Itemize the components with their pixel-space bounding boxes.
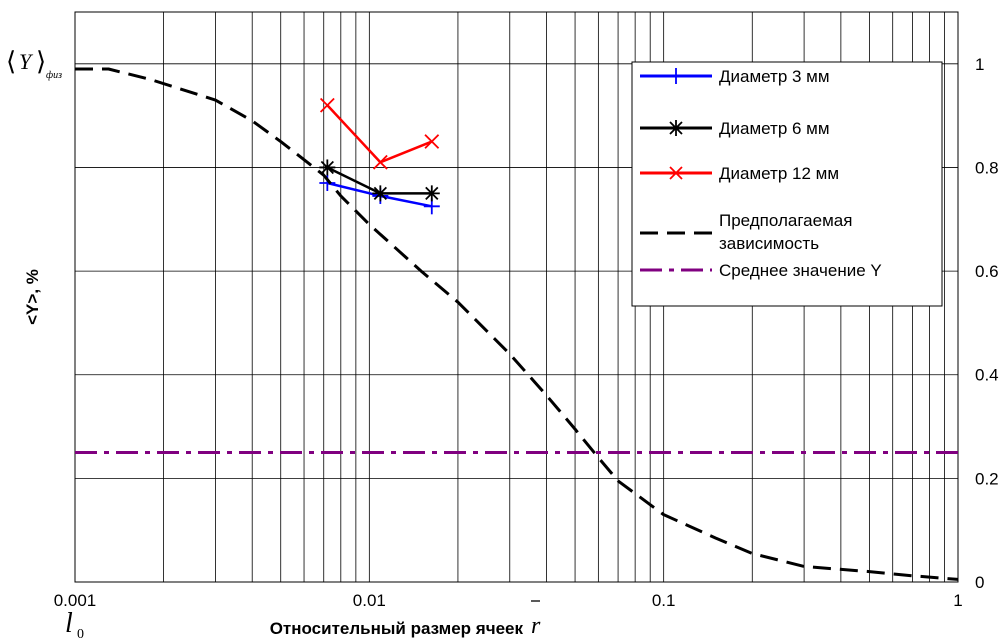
data-point bbox=[423, 185, 440, 202]
y-axis-title: <Y>, % bbox=[23, 269, 42, 325]
y-tick-label: 1 bbox=[975, 55, 984, 74]
x-tick-label: 0.01 bbox=[353, 591, 386, 610]
x-annotation: l 0 bbox=[65, 608, 84, 641]
legend-item: Диаметр 6 мм bbox=[640, 119, 830, 138]
series-line bbox=[75, 67, 959, 581]
series-4 bbox=[75, 67, 959, 581]
y-annotation: ⟨ Y ⟩ физ bbox=[6, 47, 62, 81]
data-point bbox=[319, 97, 335, 113]
svg-text:⟩: ⟩ bbox=[36, 47, 46, 76]
series-layer bbox=[75, 67, 959, 581]
legend-label-line2: зависимость bbox=[719, 234, 819, 253]
y-tick-label: 0.6 bbox=[975, 262, 999, 281]
legend-item: Предполагаемая зависимость bbox=[640, 211, 852, 253]
x-tick-label: 1 bbox=[953, 591, 962, 610]
x-tick-label: 0.001 bbox=[54, 591, 97, 610]
y-tick-label: 0.8 bbox=[975, 158, 999, 177]
x-annotation-symbol: l bbox=[65, 608, 73, 639]
legend-label: Диаметр 3 мм bbox=[719, 67, 830, 86]
legend-label: Предполагаемая bbox=[719, 211, 852, 230]
series-2 bbox=[319, 159, 440, 202]
legend-marker bbox=[668, 120, 684, 136]
series-3 bbox=[319, 97, 440, 170]
x-axis-symbol: r bbox=[531, 600, 541, 639]
data-point bbox=[424, 134, 440, 149]
y-tick-label: 0.4 bbox=[975, 366, 999, 385]
y-tick-label: 0.2 bbox=[975, 469, 999, 488]
x-annotation-subscript: 0 bbox=[77, 627, 84, 641]
legend-item: Диаметр 3 мм bbox=[640, 67, 830, 86]
legend-item: Среднее значение Y bbox=[640, 261, 882, 280]
legend-label: Диаметр 6 мм bbox=[719, 119, 830, 138]
plot-area bbox=[74, 11, 959, 583]
y-annotation-symbol: Y bbox=[19, 49, 34, 74]
legend-label: Среднее значение Y bbox=[719, 261, 882, 280]
y-tick-label: 0 bbox=[975, 573, 984, 592]
legend-marker bbox=[668, 68, 684, 84]
legend-box bbox=[631, 61, 943, 307]
y-tick-labels-right: 0 0.2 0.4 0.6 0.8 1 bbox=[975, 55, 999, 592]
data-point bbox=[372, 154, 388, 170]
legend-label: Диаметр 12 мм bbox=[719, 164, 839, 183]
x-tick-labels: 0.001 0.01 0.1 1 bbox=[54, 591, 963, 610]
svg-text:r: r bbox=[531, 613, 541, 639]
legend-marker bbox=[669, 166, 683, 180]
data-point bbox=[372, 185, 389, 202]
y-annotation-subscript: физ bbox=[46, 70, 62, 81]
svg-text:⟨: ⟨ bbox=[6, 47, 16, 76]
legend: Диаметр 3 мм Диаметр 6 мм Диаметр 12 мм Пре… bbox=[631, 61, 943, 307]
data-point bbox=[319, 159, 336, 176]
x-axis-title: Относительный размер ячеек bbox=[270, 619, 524, 638]
x-tick-label: 0.1 bbox=[652, 591, 676, 610]
legend-item: Диаметр 12 мм bbox=[640, 164, 839, 183]
